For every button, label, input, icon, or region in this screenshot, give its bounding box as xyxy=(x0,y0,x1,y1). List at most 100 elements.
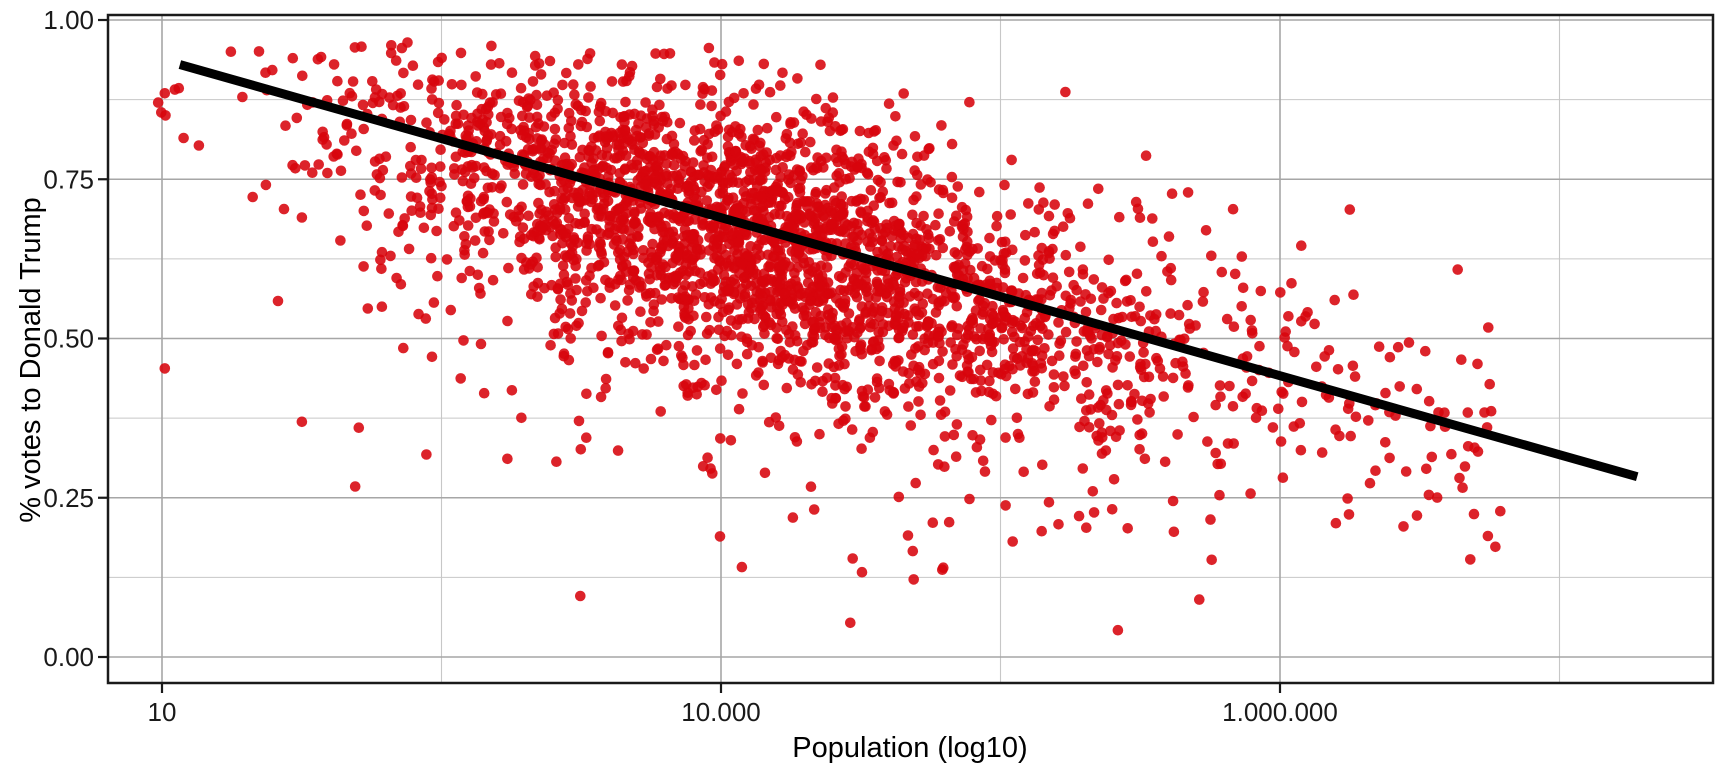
data-point xyxy=(668,209,679,220)
data-point xyxy=(643,128,655,139)
data-point xyxy=(939,431,951,442)
data-point xyxy=(1384,351,1396,363)
data-point xyxy=(848,259,860,271)
data-point xyxy=(1343,509,1355,520)
data-point xyxy=(747,133,759,145)
data-point xyxy=(738,88,749,99)
data-point xyxy=(1105,425,1116,437)
data-point xyxy=(435,161,446,172)
data-point xyxy=(375,254,386,266)
data-point xyxy=(655,265,666,276)
data-point xyxy=(267,64,278,76)
data-point xyxy=(829,195,840,206)
data-point xyxy=(1384,452,1395,464)
data-point xyxy=(358,123,370,135)
data-point xyxy=(901,273,912,284)
data-point xyxy=(1096,282,1108,293)
data-point xyxy=(1074,421,1085,433)
data-point xyxy=(159,88,171,99)
data-point xyxy=(725,435,737,446)
data-point xyxy=(568,79,579,90)
data-point xyxy=(789,330,801,341)
data-point xyxy=(986,346,998,358)
data-point xyxy=(418,222,430,234)
data-point xyxy=(771,111,782,123)
data-point xyxy=(513,211,525,222)
data-point xyxy=(890,111,901,122)
data-point xyxy=(613,320,624,332)
data-point xyxy=(1342,403,1354,415)
data-point xyxy=(566,247,578,259)
data-point xyxy=(594,236,606,248)
data-point xyxy=(278,203,290,215)
data-point xyxy=(421,449,432,460)
data-point xyxy=(478,387,490,399)
data-point xyxy=(797,302,808,313)
data-point xyxy=(1036,350,1048,362)
data-point xyxy=(800,146,811,158)
data-point xyxy=(1373,341,1385,353)
data-point xyxy=(677,150,689,162)
data-point xyxy=(975,323,986,334)
data-point xyxy=(846,424,858,435)
data-point xyxy=(412,79,424,90)
data-point xyxy=(664,48,676,59)
data-point xyxy=(1182,187,1194,198)
data-point xyxy=(547,215,559,227)
data-point xyxy=(361,220,373,231)
data-point xyxy=(629,108,640,120)
data-point xyxy=(628,248,639,260)
data-point xyxy=(376,301,388,313)
data-point xyxy=(1483,322,1494,333)
data-point xyxy=(883,378,895,390)
data-point xyxy=(722,349,734,361)
data-point xyxy=(502,315,513,327)
data-point xyxy=(838,415,849,427)
data-point xyxy=(525,94,536,106)
data-point xyxy=(1472,358,1483,370)
data-point xyxy=(1046,285,1057,296)
data-point xyxy=(537,222,548,233)
data-point xyxy=(287,52,299,64)
data-point xyxy=(504,209,516,220)
data-point xyxy=(720,249,732,261)
data-point xyxy=(1007,363,1018,375)
data-point xyxy=(410,154,422,166)
data-point xyxy=(432,270,443,282)
data-point xyxy=(571,284,582,296)
y-tick-label: 0.00 xyxy=(43,642,94,672)
data-point xyxy=(688,171,700,183)
data-point xyxy=(484,234,495,246)
data-point xyxy=(515,82,527,94)
data-point xyxy=(576,305,588,317)
data-point xyxy=(1163,231,1175,242)
data-point xyxy=(346,91,358,102)
data-point xyxy=(558,159,569,171)
data-point xyxy=(894,218,905,230)
data-point xyxy=(997,259,1008,271)
data-point xyxy=(644,161,656,173)
data-point xyxy=(441,254,453,265)
data-point xyxy=(1091,430,1102,442)
data-point xyxy=(695,99,706,110)
data-point xyxy=(876,235,888,247)
data-point xyxy=(405,168,417,179)
data-point xyxy=(452,118,464,130)
data-point xyxy=(455,373,467,384)
data-point xyxy=(1053,317,1064,328)
data-point xyxy=(933,184,945,195)
data-point xyxy=(1098,293,1109,304)
data-point xyxy=(911,217,922,229)
data-point xyxy=(1273,403,1284,415)
data-point xyxy=(460,130,472,141)
data-point xyxy=(464,265,476,277)
data-point xyxy=(1423,395,1435,407)
data-point xyxy=(1210,399,1221,411)
data-point xyxy=(840,267,851,278)
data-point xyxy=(959,258,971,269)
data-point xyxy=(856,229,867,241)
data-point xyxy=(795,377,806,388)
data-point xyxy=(1125,295,1136,306)
data-point xyxy=(1457,482,1468,494)
data-point xyxy=(247,191,258,203)
